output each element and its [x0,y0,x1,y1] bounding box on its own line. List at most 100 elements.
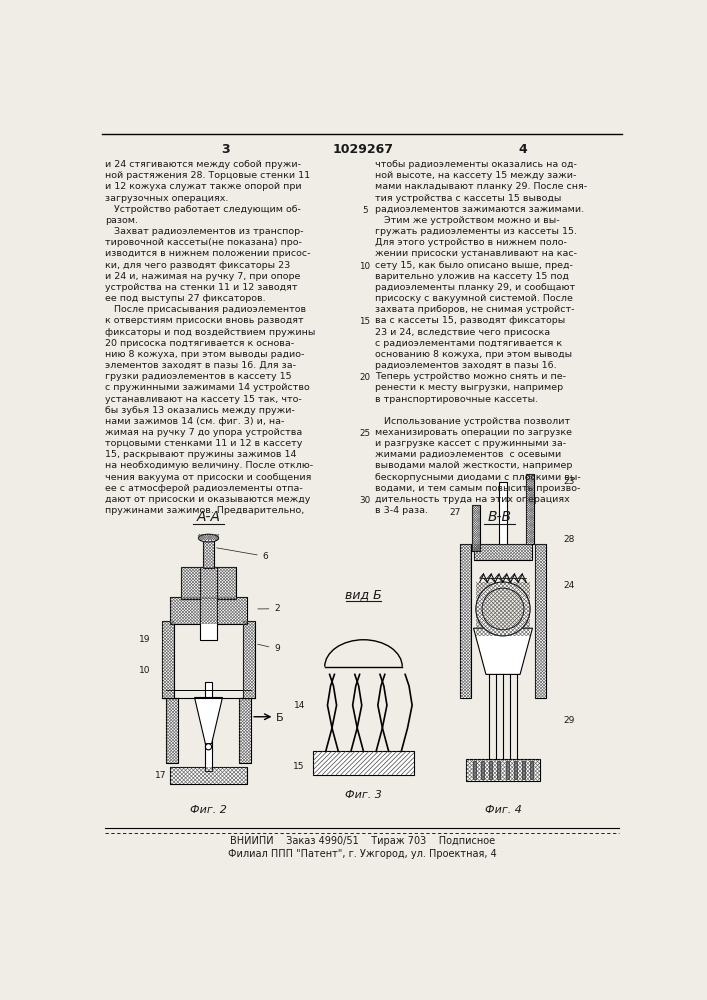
Text: сету 15, как было описано выше, пред-: сету 15, как было описано выше, пред- [375,261,573,270]
Text: Фиг. 2: Фиг. 2 [190,805,227,815]
Text: вид Б: вид Б [345,588,382,601]
Text: Для этого устройство в нижнем поло-: Для этого устройство в нижнем поло- [375,238,567,247]
Text: фиксаторы и под воздействием пружины: фиксаторы и под воздействием пружины [105,328,316,337]
Bar [460,544,472,698]
Text: ренести к месту выгрузки, например: ренести к месту выгрузки, например [375,383,563,392]
Bar [514,761,517,779]
Bar [170,767,247,784]
Text: Филиал ППП "Патент", г. Ужгород, ул. Проектная, 4: Филиал ППП "Патент", г. Ужгород, ул. Про… [228,849,497,859]
Bar [489,761,492,779]
Text: торцовыми стенками 11 и 12 в кассету: торцовыми стенками 11 и 12 в кассету [105,439,303,448]
Text: Захват радиоэлементов из транспор-: Захват радиоэлементов из транспор- [105,227,304,236]
Text: ее под выступы 27 фиксаторов.: ее под выступы 27 фиксаторов. [105,294,266,303]
Text: захвата приборов, не снимая устройст-: захвата приборов, не снимая устройст- [375,305,575,314]
Text: 20: 20 [359,373,370,382]
Text: нию 8 кожуха, при этом выводы радио-: нию 8 кожуха, при этом выводы радио- [105,350,305,359]
Text: водами, и тем самым повысить произво-: водами, и тем самым повысить произво- [375,484,580,493]
Text: тия устройства с кассеты 15 выводы: тия устройства с кассеты 15 выводы [375,194,561,203]
Text: 25: 25 [359,429,370,438]
Ellipse shape [199,534,218,542]
Bar [474,544,532,560]
Text: 28: 28 [563,535,575,544]
Text: гружать радиоэлементы из кассеты 15.: гружать радиоэлементы из кассеты 15. [375,227,577,236]
Text: устройства на стенки 11 и 12 заводят: устройства на стенки 11 и 12 заводят [105,283,298,292]
Text: 24: 24 [563,581,575,590]
Text: дительность труда на этих операциях: дительность труда на этих операциях [375,495,570,504]
Text: пружинами зажимов. Предварительно,: пружинами зажимов. Предварительно, [105,506,305,515]
Text: тировочной кассеты(не показана) про-: тировочной кассеты(не показана) про- [105,238,303,247]
Bar [180,567,236,599]
Polygon shape [474,628,532,674]
Bar [162,620,175,698]
Text: Фиг. 4: Фиг. 4 [484,805,522,815]
Text: 3: 3 [221,143,230,156]
Text: 29: 29 [563,716,575,725]
Text: ной растяжения 28. Торцовые стенки 11: ной растяжения 28. Торцовые стенки 11 [105,171,310,180]
Bar [473,761,476,779]
Bar [200,567,217,640]
Circle shape [476,582,530,636]
Text: грузки радиоэлементов в кассету 15: грузки радиоэлементов в кассету 15 [105,372,292,381]
Text: Этим же устройством можно и вы-: Этим же устройством можно и вы- [375,216,560,225]
Text: разом.: разом. [105,216,139,225]
Bar [472,505,480,551]
Text: механизировать операции по загрузке: механизировать операции по загрузке [375,428,572,437]
Bar [530,761,533,779]
Text: основанию 8 кожуха, при этом выводы: основанию 8 кожуха, при этом выводы [375,350,572,359]
Bar [534,544,546,698]
Text: 27: 27 [449,508,460,517]
Bar [170,597,247,624]
Text: изводится в нижнем положении присос-: изводится в нижнем положении присос- [105,249,311,258]
Text: ва с кассеты 15, разводят фиксаторы: ва с кассеты 15, разводят фиксаторы [375,316,566,325]
Text: ной высоте, на кассету 15 между зажи-: ной высоте, на кассету 15 между зажи- [375,171,576,180]
Text: бы зубья 13 оказались между пружи-: бы зубья 13 оказались между пружи- [105,406,296,415]
Text: присоску с вакуумной системой. После: присоску с вакуумной системой. После [375,294,573,303]
Bar [526,474,534,544]
Text: и разгрузке кассет с пружинными за-: и разгрузке кассет с пружинными за- [375,439,566,448]
Text: и 24 стягиваются между собой пружи-: и 24 стягиваются между собой пружи- [105,160,301,169]
Text: 2: 2 [258,604,280,613]
Text: Б: Б [276,713,284,723]
Text: дают от присоски и оказываются между: дают от присоски и оказываются между [105,495,311,504]
Text: 23: 23 [563,477,575,486]
Text: выводами малой жесткости, например: выводами малой жесткости, например [375,461,573,470]
Circle shape [482,588,524,630]
Circle shape [206,744,211,750]
Text: 19: 19 [139,635,151,644]
Bar [166,698,178,763]
Text: устанавливают на кассету 15 так, что-: устанавливают на кассету 15 так, что- [105,395,302,404]
Bar [206,682,211,771]
Text: Устройство работает следующим об-: Устройство работает следующим об- [105,205,301,214]
Text: 10: 10 [139,666,151,675]
Bar [522,761,525,779]
Text: 23 и 24, вследствие чего присоска: 23 и 24, вследствие чего присоска [375,328,550,337]
Bar [313,751,414,774]
Bar [497,761,501,779]
Text: радиоэлементов заходят в пазы 16.: радиоэлементов заходят в пазы 16. [375,361,556,370]
Text: 4: 4 [518,143,527,156]
Text: ВНИИПИ    Заказ 4990/51    Тираж 703    Подписное: ВНИИПИ Заказ 4990/51 Тираж 703 Подписное [230,836,496,846]
Text: загрузочных операциях.: загрузочных операциях. [105,194,229,203]
Text: на необходимую величину. После отклю-: на необходимую величину. После отклю- [105,461,313,470]
Text: 15: 15 [293,762,305,771]
Text: радиоэлементов зажимаются зажимами.: радиоэлементов зажимаются зажимами. [375,205,584,214]
Bar [243,620,255,698]
Text: бескорпусными диодами с плоскими вы-: бескорпусными диодами с плоскими вы- [375,473,581,482]
Text: В-В: В-В [487,510,511,524]
Text: 10: 10 [359,262,370,271]
Text: с радиоэлементами подтягивается к: с радиоэлементами подтягивается к [375,339,562,348]
Text: жении присоски устанавливают на кас-: жении присоски устанавливают на кас- [375,249,577,258]
Text: с пружинными зажимами 14 устройство: с пружинными зажимами 14 устройство [105,383,310,392]
Text: ее с атмосферой радиоэлементы отпа-: ее с атмосферой радиоэлементы отпа- [105,484,303,493]
Text: 1029267: 1029267 [332,143,393,156]
Text: в транспортировочные кассеты.: в транспортировочные кассеты. [375,395,538,404]
Text: к отверстиям присоски вновь разводят: к отверстиям присоски вновь разводят [105,316,304,325]
Text: в 3-4 раза.: в 3-4 раза. [375,506,428,515]
Bar [481,761,484,779]
Bar [506,761,508,779]
Text: чения вакуума от присоски и сообщения: чения вакуума от присоски и сообщения [105,473,312,482]
Text: мами накладывают планку 29. После сня-: мами накладывают планку 29. После сня- [375,182,588,191]
Text: После присасывания радиоэлементов: После присасывания радиоэлементов [105,305,307,314]
Text: 6: 6 [216,548,269,561]
Text: 15, раскрывают пружины зажимов 14: 15, раскрывают пружины зажимов 14 [105,450,297,459]
